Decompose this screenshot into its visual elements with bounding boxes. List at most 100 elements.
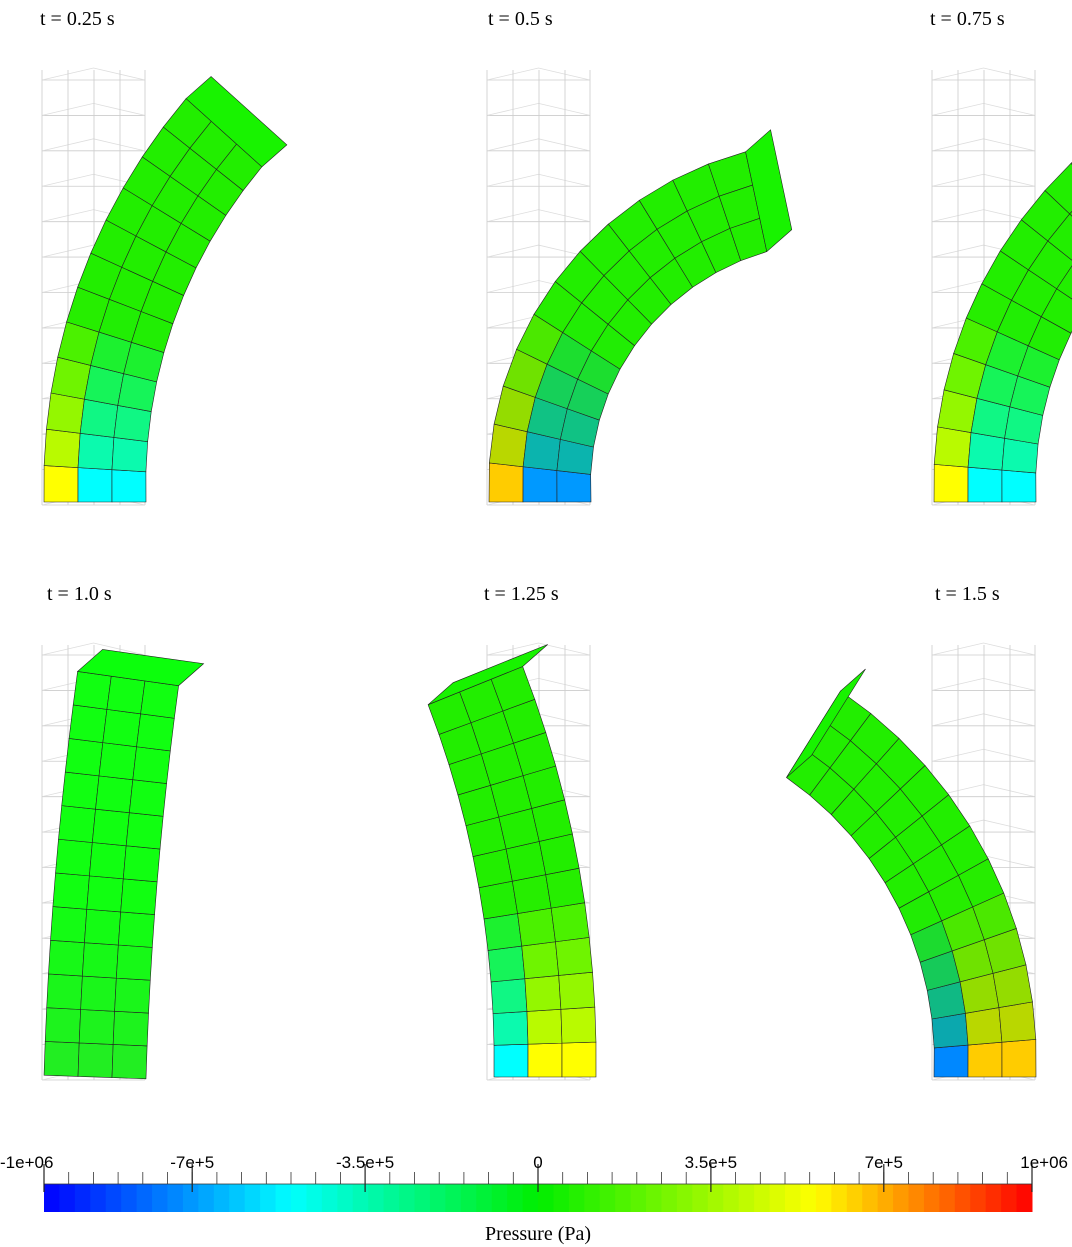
colorbar-band [460, 1184, 477, 1212]
colorbar-band [692, 1184, 709, 1212]
mesh-cell [488, 462, 524, 503]
mesh-cell [1040, 288, 1072, 334]
mesh-cell [483, 913, 523, 951]
colorbar-band [182, 1184, 199, 1212]
mesh-cell [967, 1041, 1003, 1078]
panel-label: t = 0.75 s [930, 8, 1005, 30]
colorbar-band [90, 1184, 107, 1212]
mesh-cell [1001, 469, 1037, 503]
mesh-cell [129, 779, 167, 817]
colorbar-band [661, 1184, 678, 1212]
mesh-cell [967, 432, 1005, 471]
mesh-cell [64, 738, 104, 777]
mesh-cell [116, 944, 153, 981]
colorbar-band [738, 1184, 755, 1212]
mesh-cell [527, 1042, 563, 1078]
reference-grid [486, 642, 591, 656]
mesh-cell [526, 1008, 563, 1045]
mesh-cell [43, 428, 81, 468]
colorbar-band [1016, 1184, 1033, 1212]
colorbar-band [74, 1184, 91, 1212]
mesh-cell [136, 713, 175, 752]
panel-label: t = 1.0 s [47, 583, 112, 605]
mesh-cell [933, 426, 972, 468]
colorbar-band [244, 1184, 261, 1212]
mesh-cell [72, 671, 112, 710]
panel-label: t = 1.5 s [935, 583, 1000, 605]
colorbar-band [785, 1184, 801, 1212]
panel: t = 1.25 s [427, 583, 597, 1081]
colorbar-band [676, 1184, 693, 1212]
colorbar-tick-label: -1e+06 [0, 1153, 53, 1172]
mesh-cell [521, 941, 560, 980]
colorbar-band [414, 1184, 431, 1212]
mesh-cell [524, 975, 562, 1012]
colorbar-band [445, 1184, 462, 1212]
mesh-cell [1001, 1039, 1037, 1078]
colorbar-band [769, 1184, 786, 1212]
mesh-cell [44, 1007, 81, 1044]
reference-grid [931, 173, 1036, 187]
colorbar-tick-label: -7e+5 [170, 1153, 214, 1172]
mesh-cell [77, 467, 113, 503]
panel-label: t = 0.25 s [40, 8, 115, 30]
colorbar-band [908, 1184, 925, 1212]
mesh-cell [111, 1044, 148, 1080]
beam-top [76, 649, 205, 686]
colorbar-band [198, 1184, 215, 1212]
mesh-cell [120, 878, 158, 915]
panel: t = 0.5 s [486, 8, 793, 506]
reference-grid [931, 713, 1036, 727]
colorbar-band [491, 1184, 508, 1212]
panel: t = 0.75 s [930, 8, 1072, 506]
colorbar-title: Pressure (Pa) [485, 1223, 591, 1245]
panel: t = 1.5 s [786, 583, 1037, 1081]
mesh-cell [931, 1012, 969, 1049]
colorbar-band [831, 1184, 848, 1212]
colorbar-band [136, 1184, 153, 1212]
colorbar-band [337, 1184, 354, 1212]
mesh-cell [111, 437, 148, 473]
reference-grid [486, 209, 591, 223]
mesh-cell [998, 1001, 1037, 1043]
colorbar-tick-label: 3.5e+5 [685, 1153, 737, 1172]
mesh-cell [95, 775, 134, 814]
mesh-cell [1028, 240, 1072, 290]
mesh-cell [492, 1011, 529, 1046]
mesh-cell [46, 973, 83, 1010]
mesh-cell [61, 771, 100, 810]
colorbar-band [954, 1184, 971, 1212]
reference-grid [931, 748, 1036, 762]
mesh-cell [58, 805, 96, 843]
mesh-cell [84, 908, 121, 946]
colorbar-band [584, 1184, 601, 1212]
mesh-cell [965, 1007, 1003, 1046]
colorbar-band [985, 1184, 1002, 1212]
mesh-cell [140, 680, 179, 719]
mesh-cell [91, 808, 130, 847]
reference-grid [41, 642, 146, 656]
colorbar-band [646, 1184, 662, 1212]
mesh-cell [560, 1006, 597, 1044]
mesh-cell [933, 1044, 969, 1078]
panel-label: t = 0.5 s [488, 8, 553, 30]
mesh-cell [77, 1042, 114, 1078]
panel: t = 1.0 s [41, 583, 205, 1081]
reference-grid [41, 67, 146, 81]
colorbar-band [877, 1184, 894, 1212]
mesh-cell [545, 867, 586, 909]
colorbar-band [553, 1184, 570, 1212]
mesh-cell [86, 875, 124, 913]
reference-grid [486, 103, 591, 116]
mesh-cell [1001, 437, 1039, 474]
mesh-cell [487, 945, 526, 983]
mesh-cell [1069, 210, 1072, 217]
mesh-cell [48, 939, 85, 977]
colorbar-tick-label: -3.5e+5 [336, 1153, 394, 1172]
colorbar-band [507, 1184, 524, 1212]
colorbar-band [599, 1184, 616, 1212]
mesh-cell [82, 942, 119, 979]
mesh-cell [106, 675, 146, 715]
colorbar-band [105, 1184, 122, 1212]
